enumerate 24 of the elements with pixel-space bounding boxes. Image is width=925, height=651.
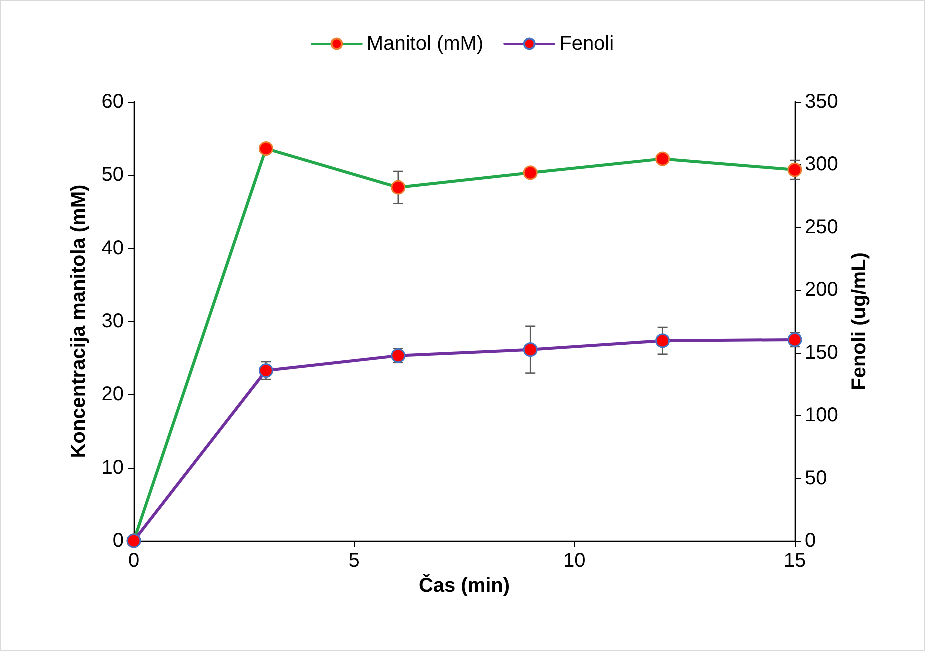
y-tick-label: 20 xyxy=(102,384,124,406)
x-tick-label: 10 xyxy=(564,550,586,572)
y2-tick-label: 50 xyxy=(805,467,828,490)
y2-tick-label: 0 xyxy=(805,530,816,552)
y2-axis-title: Fenoli (ug/mL) xyxy=(848,252,870,390)
y-tick-label: 60 xyxy=(102,91,124,113)
y2-tick-label: 100 xyxy=(805,404,838,427)
x-tick-label: 5 xyxy=(348,550,360,572)
y-tick-label: 10 xyxy=(102,456,124,479)
y2-tick-label: 250 xyxy=(805,216,838,238)
legend-label: Manitol (mM) xyxy=(366,33,484,55)
x-tick-label: 0 xyxy=(128,550,140,572)
y2-tick-label: 150 xyxy=(805,342,838,364)
y2-tick-label: 200 xyxy=(805,279,838,302)
x-tick-label: 15 xyxy=(784,550,806,572)
y2-tick-label: 350 xyxy=(805,91,838,113)
x-axis-title: Čas (min) xyxy=(418,574,510,597)
y-tick-label: 30 xyxy=(102,310,124,332)
y-axis-title: Koncentracija manitola (mM) xyxy=(68,184,90,458)
y-tick-label: 50 xyxy=(102,164,124,186)
legend-label: Fenoli xyxy=(560,33,614,55)
y-tick-label: 0 xyxy=(112,530,124,552)
y2-tick-label: 300 xyxy=(805,154,838,176)
y-tick-label: 40 xyxy=(102,237,124,260)
